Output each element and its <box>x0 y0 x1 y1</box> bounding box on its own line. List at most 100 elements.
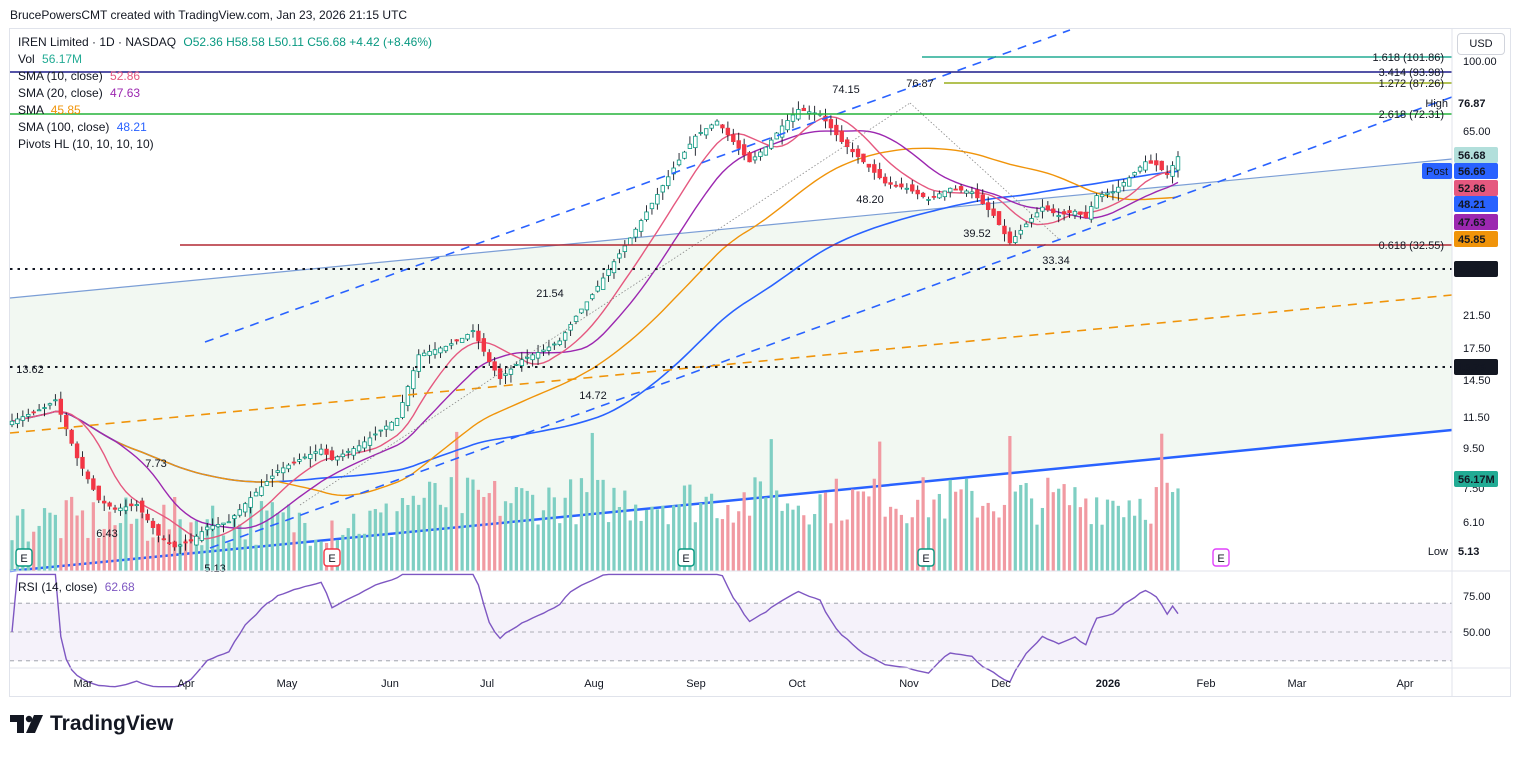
volume-bar <box>140 513 144 571</box>
volume-bar <box>70 496 74 571</box>
pivot-label: 39.52 <box>963 228 991 240</box>
volume-bar <box>704 496 708 571</box>
volume-bar <box>541 510 546 571</box>
earnings-marker <box>15 548 33 567</box>
pivot-label: 21.54 <box>536 288 564 300</box>
volume-bar <box>379 512 383 571</box>
candle-body <box>367 437 373 446</box>
candle-body <box>747 152 752 163</box>
candle-body <box>318 448 324 455</box>
volume-bar <box>102 528 106 571</box>
candle-body <box>926 198 931 201</box>
candle-body <box>270 475 275 479</box>
legend-pivots-row[interactable]: Pivots HL (10, 10, 10, 10) <box>18 136 154 153</box>
volume-bar <box>791 509 795 571</box>
candle-body <box>525 356 530 359</box>
currency-button[interactable]: USD <box>1457 33 1505 55</box>
volume-bar <box>357 533 361 571</box>
candle-body <box>69 429 74 444</box>
legend-sma50-row[interactable]: SMA 45.85 <box>18 102 81 119</box>
candle-body <box>91 478 96 490</box>
candle-body <box>763 146 769 156</box>
candle-body <box>969 191 975 194</box>
candle-body <box>237 509 242 516</box>
pivot-label: 7.73 <box>145 458 166 470</box>
candle-body <box>866 163 872 168</box>
candle-body <box>476 330 481 342</box>
volume-bar <box>682 485 687 571</box>
candle-body <box>47 403 53 406</box>
candle-body <box>617 253 622 259</box>
legend-symbol-row: IREN Limited · 1D · NASDAQ O52.36 H58.58… <box>18 34 432 51</box>
time-axis-tick: Dec <box>991 678 1011 690</box>
volume-bar <box>1133 515 1137 571</box>
legend-vol-row[interactable]: Vol 56.17M <box>18 51 82 68</box>
candle-body <box>828 119 834 129</box>
candle-body <box>487 352 492 363</box>
candle-body <box>172 541 177 548</box>
volume-bar <box>91 502 95 571</box>
volume-bar <box>986 502 990 571</box>
candle-body <box>36 409 42 412</box>
price-axis-tick: 11.50 <box>1463 412 1490 424</box>
candle-body <box>1029 218 1034 223</box>
price-axis-tick: 17.50 <box>1463 343 1491 355</box>
volume-bar <box>737 511 741 571</box>
volume-bar <box>948 479 952 571</box>
candle-body <box>384 425 389 430</box>
candle-body <box>611 261 617 274</box>
legend-rsi-row[interactable]: RSI (14, close) 62.68 <box>18 579 135 596</box>
tradingview-logo[interactable]: TradingView <box>10 712 173 736</box>
volume-bar <box>747 515 752 571</box>
volume-bar <box>1078 507 1082 571</box>
volume-bar <box>954 491 958 571</box>
candle-body <box>1083 211 1089 218</box>
dotted-trend-line <box>299 102 911 506</box>
legend-sma10-row[interactable]: SMA (10, close) 52.86 <box>18 68 140 85</box>
volume-bar <box>699 503 703 571</box>
candle-body <box>1164 173 1170 175</box>
price-tag <box>1454 359 1498 375</box>
candle-body <box>378 429 383 432</box>
candle-body <box>1034 212 1040 218</box>
volume-bar <box>75 515 79 571</box>
volume-bar <box>59 538 63 571</box>
volume-bar <box>1035 524 1039 571</box>
candle-body <box>324 448 329 455</box>
volume-bar <box>183 539 188 571</box>
candle-body <box>248 497 253 508</box>
legend-sma100-label: SMA (100, close) <box>18 120 110 134</box>
fib-level-label: 2.618 (72.31) <box>1379 109 1444 121</box>
volume-bar <box>346 528 350 571</box>
candle-body <box>1040 206 1045 212</box>
candle-body <box>573 315 579 322</box>
legend-sma100-row[interactable]: SMA (100, close) 48.21 <box>18 119 147 136</box>
candle-body <box>703 128 709 136</box>
legend-sma20-row[interactable]: SMA (20, close) 47.63 <box>18 85 140 102</box>
candle-body <box>644 211 649 220</box>
candle-body <box>123 506 129 511</box>
pivot-label: 33.34 <box>1042 255 1070 267</box>
candle-body <box>183 541 188 544</box>
candle-body <box>31 411 36 414</box>
price-tag <box>1454 147 1498 163</box>
sma20-line <box>11 129 1179 529</box>
candle-body <box>1072 210 1078 216</box>
legend-symbol[interactable]: IREN Limited · 1D · NASDAQ <box>18 35 177 49</box>
volume-bar <box>639 520 643 571</box>
candle-body <box>177 544 183 547</box>
candle-body <box>568 324 573 331</box>
volume-bar <box>509 503 513 571</box>
volume-bar <box>471 479 475 571</box>
volume-bar <box>926 517 931 571</box>
legend-ohlc: O52.36 H58.58 L50.11 C56.68 +4.42 (+8.46… <box>183 35 433 49</box>
volume-bar <box>1057 488 1061 571</box>
volume-bar <box>606 522 611 571</box>
volume-bar <box>438 504 443 571</box>
volume-bar <box>672 505 676 571</box>
candle-body <box>264 481 270 486</box>
volume-bar <box>10 540 14 571</box>
price-axis-tick: 9.50 <box>1463 443 1484 455</box>
legend-sma20-label: SMA (20, close) <box>18 86 103 100</box>
